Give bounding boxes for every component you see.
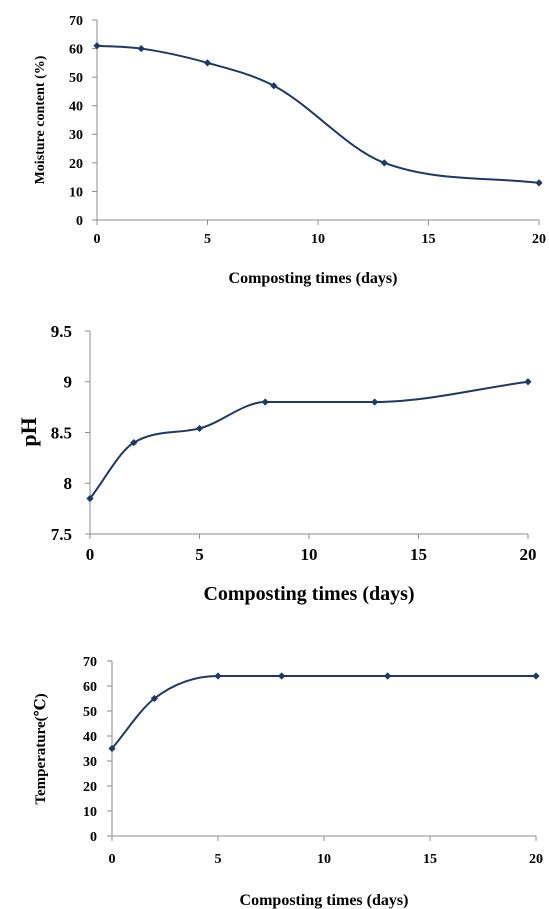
moisture-y-tick-label: 30 — [69, 128, 83, 143]
moisture-series-line — [96, 44, 540, 184]
temperature-x-tick-label: 20 — [529, 852, 543, 867]
moisture-y-tick-label: 10 — [69, 185, 83, 200]
temperature-data-point — [108, 744, 116, 753]
ph-y-tick-label: 8.5 — [51, 423, 72, 442]
temperature-y-tick-label: 50 — [83, 705, 97, 720]
ph-data-point — [524, 378, 532, 386]
temperature-y-tick-label: 40 — [83, 730, 97, 745]
moisture-x-tick-label: 20 — [532, 232, 546, 247]
temperature-series — [108, 672, 540, 753]
ph-x-tick-label: 15 — [410, 545, 427, 564]
ph-y-tick-label: 9.5 — [51, 322, 72, 341]
moisture-x-tick-label: 0 — [94, 232, 101, 247]
moisture-y-tick-label: 60 — [69, 42, 83, 57]
ph-x-axis-title: Composting times (days) — [203, 583, 414, 605]
moisture-x-axis-title: Composting times (days) — [229, 270, 398, 287]
ph-x-tick-label: 0 — [86, 545, 95, 564]
moisture-data-point — [203, 59, 212, 67]
moisture-series — [93, 42, 543, 187]
ph-data-point — [130, 439, 138, 447]
temperature-y-tick-label: 20 — [83, 780, 97, 795]
ph-chart: pH Composting times (days) 7.5 8 8.5 9 9.5 0… — [16, 322, 537, 605]
temperature-y-tick-label: 30 — [83, 755, 97, 770]
temperature-chart: Temperature(℃) Composting times (days) 0… — [33, 655, 543, 909]
moisture-x-ticks: 0 5 10 15 20 — [94, 220, 546, 247]
ph-x-tick-label: 5 — [195, 545, 204, 564]
temperature-series-line — [111, 674, 536, 750]
temperature-y-tick-label: 60 — [83, 680, 97, 695]
moisture-data-point — [93, 42, 101, 50]
temperature-y-axis-title: Temperature(℃) — [33, 693, 49, 804]
moisture-x-tick-label: 15 — [422, 232, 436, 247]
ph-y-axis-title: pH — [16, 417, 41, 446]
temperature-y-ticks: 0 10 20 30 40 50 60 70 — [83, 655, 112, 845]
ph-data-point — [86, 494, 94, 503]
moisture-y-tick-label: 70 — [69, 14, 83, 29]
moisture-y-tick-label: 20 — [69, 157, 83, 172]
temperature-x-tick-label: 15 — [423, 852, 437, 867]
moisture-x-tick-label: 10 — [311, 232, 325, 247]
temperature-y-tick-label: 0 — [90, 830, 97, 845]
ph-data-point — [371, 398, 379, 406]
ph-y-ticks: 7.5 8 8.5 9 9.5 — [51, 322, 90, 544]
moisture-y-tick-label: 0 — [76, 214, 83, 229]
ph-y-tick-label: 9 — [64, 373, 73, 392]
ph-series-line — [89, 380, 529, 500]
temperature-x-ticks: 0 5 10 15 20 — [109, 836, 543, 867]
ph-data-point — [261, 398, 269, 406]
moisture-data-point — [535, 179, 543, 187]
moisture-y-tick-label: 40 — [69, 100, 83, 115]
temperature-data-point — [214, 672, 222, 680]
ph-series — [86, 378, 532, 503]
moisture-data-point — [270, 82, 278, 90]
ph-y-tick-label: 7.5 — [51, 525, 72, 544]
temperature-data-point — [150, 694, 158, 703]
temperature-y-tick-label: 70 — [83, 655, 97, 670]
moisture-y-ticks: 0 10 20 30 40 50 60 70 — [69, 14, 97, 229]
temperature-x-tick-label: 5 — [215, 852, 222, 867]
moisture-y-tick-label: 50 — [69, 71, 83, 86]
ph-x-tick-label: 10 — [301, 545, 318, 564]
moisture-data-point — [137, 44, 145, 53]
moisture-x-tick-label: 5 — [204, 232, 211, 247]
temperature-data-point — [278, 672, 286, 680]
moisture-y-axis-title: Moisture content (%) — [33, 55, 48, 184]
temperature-data-point — [532, 672, 540, 680]
temperature-x-tick-label: 10 — [317, 852, 331, 867]
temperature-y-tick-label: 10 — [83, 805, 97, 820]
temperature-x-axis-title: Composting times (days) — [240, 892, 409, 909]
ph-x-ticks: 0 5 10 15 20 — [86, 534, 537, 564]
ph-x-tick-label: 20 — [520, 545, 537, 564]
ph-data-point — [195, 424, 204, 433]
moisture-data-point — [380, 159, 388, 167]
temperature-data-point — [384, 672, 392, 680]
moisture-chart: Moisture content (%) Composting times (d… — [33, 14, 546, 287]
temperature-x-tick-label: 0 — [109, 852, 116, 867]
ph-y-tick-label: 8 — [64, 474, 73, 493]
